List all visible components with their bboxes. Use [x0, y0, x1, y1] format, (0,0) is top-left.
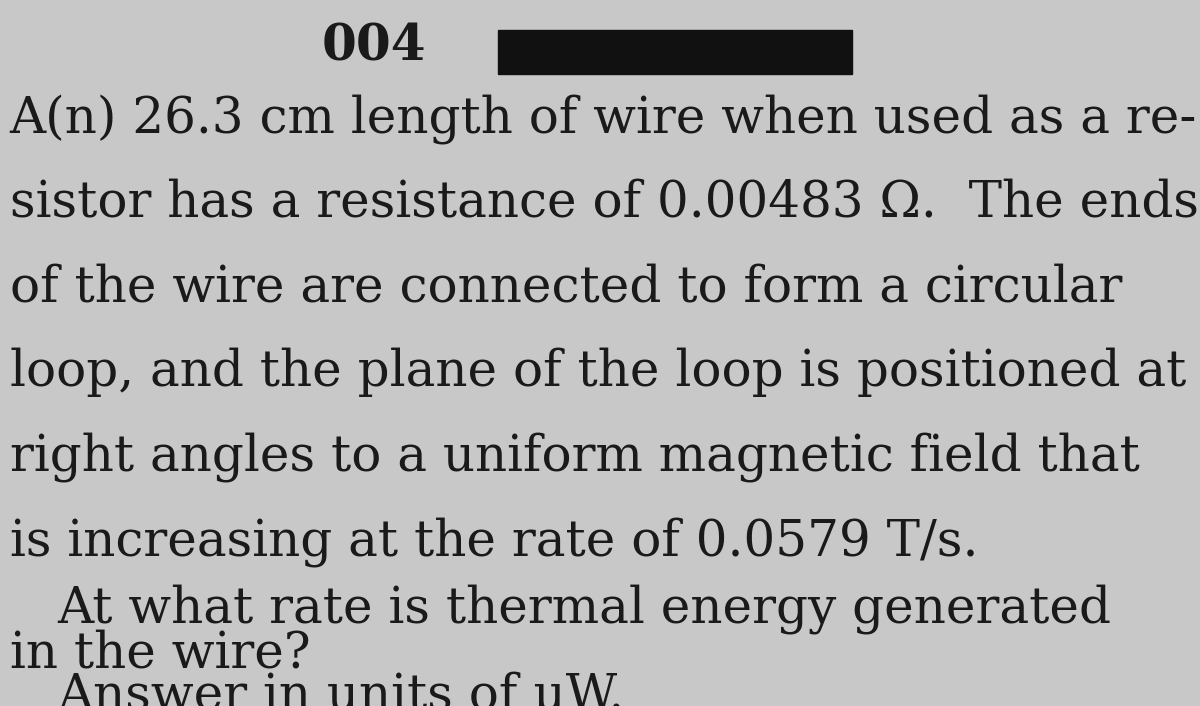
Text: is increasing at the rate of 0.0579 T/s.: is increasing at the rate of 0.0579 T/s. — [10, 517, 978, 567]
Text: A(n) 26.3 cm length of wire when used as a re-: A(n) 26.3 cm length of wire when used as… — [10, 93, 1196, 143]
Text: sistor has a resistance of 0.00483 Ω.  The ends: sistor has a resistance of 0.00483 Ω. Th… — [10, 179, 1199, 228]
Text: loop, and the plane of the loop is positioned at: loop, and the plane of the loop is posit… — [10, 348, 1186, 397]
Text: in the wire?: in the wire? — [10, 629, 311, 678]
Text: 004: 004 — [322, 22, 426, 71]
Text: right angles to a uniform magnetic field that: right angles to a uniform magnetic field… — [10, 433, 1140, 482]
Text: At what rate is thermal energy generated: At what rate is thermal energy generated — [58, 585, 1111, 634]
Text: of the wire are connected to form a circular: of the wire are connected to form a circ… — [10, 263, 1122, 313]
Text: Answer in units of μW.: Answer in units of μW. — [58, 671, 625, 706]
